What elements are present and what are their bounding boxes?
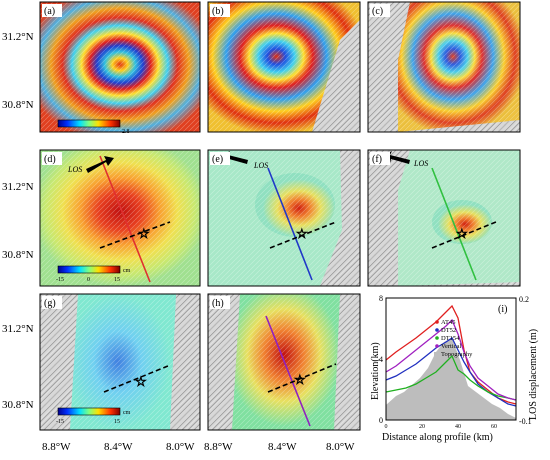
panel-b-label: (b) [212, 6, 224, 17]
panel-i-label: (i) [498, 304, 507, 315]
panel-c [368, 2, 520, 132]
y-axis-right-label: LOS displacement (m) [528, 329, 539, 420]
lon-label: 8.0°W [166, 441, 195, 453]
profile-line-f [431, 167, 477, 281]
panel-f: ☆ [368, 150, 520, 286]
lon-label: 8.4°W [104, 441, 133, 453]
panel-g: ☆ [40, 294, 200, 430]
panel-i: (i) AT45 DT52 DT154 Vertical Topography … [370, 294, 539, 443]
xtick: 0 [385, 424, 388, 430]
lat-label: 31.2°N [2, 181, 34, 193]
legend-topography: Topography [441, 351, 473, 358]
ytick-left: 0 [379, 416, 383, 425]
los-label-e: LOS [253, 161, 268, 170]
y-axis-left-label: Elevation(km) [370, 342, 381, 400]
legend-dt52: DT52 [441, 327, 456, 334]
cb-unwrapped-min: -15 [56, 277, 64, 283]
legend: AT45 DT52 DT154 Vertical Topography [434, 319, 473, 358]
xtick: 20 [419, 424, 425, 430]
profile-line-h [265, 315, 311, 427]
epicenter-star-icon: ☆ [135, 374, 147, 389]
ytick-right: -0.1 [519, 417, 532, 426]
lon-labels: 8.8°W 8.4°W 8.0°W 8.8°W 8.4°W 8.0°W [42, 441, 355, 453]
legend-at45: AT45 [441, 319, 455, 326]
series-dt52 [385, 337, 517, 407]
legend-dt154: DT154 [441, 335, 460, 342]
lat-label: 31.2°N [2, 31, 34, 43]
lat-label: 31.2°N [2, 323, 34, 335]
colorbar-wrapped: 2.8 [57, 119, 130, 135]
profile-line-e [267, 167, 313, 281]
panel-a [40, 2, 200, 132]
panel-e: ☆ [208, 150, 360, 286]
cb-vertical-max: 15 [114, 419, 120, 425]
panel-b [208, 2, 360, 132]
right-ticks: 0.2 -0.1 [519, 295, 532, 426]
panel-d: ☆ [40, 150, 200, 286]
los-label-f: LOS [413, 159, 428, 168]
panel-g-label: (g) [44, 298, 56, 309]
cb-unwrapped-unit: cm [123, 268, 131, 274]
los-arrow-icon [86, 156, 114, 173]
lon-label: 8.4°W [268, 441, 297, 453]
cb-unwrapped-max: 15 [114, 277, 120, 283]
lon-label: 8.8°W [42, 441, 71, 453]
topography-area [386, 338, 516, 420]
lon-label: 8.0°W [326, 441, 355, 453]
panel-h-label: (h) [212, 298, 224, 309]
lat-label: 30.8°N [2, 249, 34, 261]
panel-d-label: (d) [44, 154, 56, 165]
profile-line-d [99, 155, 151, 283]
lat-label: 30.8°N [2, 399, 34, 411]
panel-c-label: (c) [372, 6, 383, 17]
cb-unwrapped-mid: 0 [87, 277, 90, 283]
cb-vertical-min: -15 [56, 419, 64, 425]
series-dt154 [385, 354, 517, 401]
colorbar-wrapped-max: 2.8 [122, 129, 130, 135]
panel-labels: (a) (b) (c) (d) (e) (f) (g) (h) [42, 4, 390, 309]
xtick: 40 [455, 424, 461, 430]
x-axis-label: Distance along profile (km) [382, 432, 493, 443]
epicenter-star-icon: ☆ [294, 372, 306, 387]
lat-label: 30.8°N [2, 99, 34, 111]
panel-e-label: (e) [212, 154, 223, 165]
x-ticks: 0 20 40 60 [385, 424, 498, 430]
epicenter-star-icon: ☆ [138, 226, 150, 241]
ytick-right: 0.2 [519, 295, 529, 304]
xtick: 60 [491, 424, 497, 430]
panel-h: ☆ [208, 294, 360, 430]
epicenter-star-icon: ☆ [296, 226, 308, 241]
epicenter-star-icon: ☆ [456, 226, 468, 241]
legend-vertical: Vertical [441, 343, 461, 350]
los-label-d: LOS [67, 165, 82, 174]
colorbar-vertical: -15 15 cm [56, 407, 131, 425]
fault-line [99, 221, 171, 249]
ytick-left: 4 [379, 355, 383, 364]
panel-f-label: (f) [372, 154, 382, 165]
colorbar-unwrapped: -15 0 15 cm [56, 265, 131, 283]
lat-labels: 31.2°N 30.8°N 31.2°N 30.8°N 31.2°N 30.8°… [2, 31, 34, 411]
panel-a-label: (a) [44, 6, 55, 17]
ytick-left: 8 [379, 294, 383, 303]
cb-vertical-unit: cm [123, 410, 131, 416]
series-vertical [385, 318, 517, 401]
lon-label: 8.8°W [204, 441, 233, 453]
left-ticks: 8 4 0 [379, 294, 383, 425]
